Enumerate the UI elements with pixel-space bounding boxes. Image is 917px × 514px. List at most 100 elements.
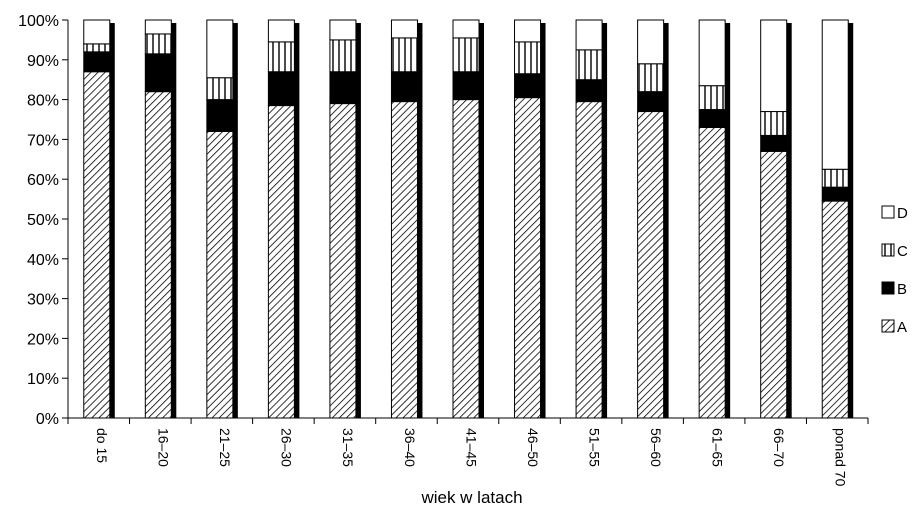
x-tick-label: 66–70 xyxy=(771,428,787,467)
tick-labels: 0% 10% 20% 30% 40% 50% 60% 70% 80% 90% 100% do 15 16… xyxy=(18,13,848,487)
bar-segment-c xyxy=(390,37,418,73)
x-tick-label: 16–20 xyxy=(156,428,172,467)
x-axis-label: wiek w latach xyxy=(420,488,522,507)
y-tick-label: 20% xyxy=(27,331,59,348)
x-tick-label: 36–40 xyxy=(402,428,418,467)
legend-swatch-d xyxy=(881,205,895,219)
bar-segment-b xyxy=(390,71,418,103)
y-tick-label: 90% xyxy=(27,53,59,70)
legend-label-b: B xyxy=(897,281,907,298)
bar-segment-d xyxy=(452,19,480,39)
bar-segment-b xyxy=(821,186,849,202)
bar-segment-d xyxy=(144,19,172,35)
bar-segment-c xyxy=(329,39,357,73)
bar-shadow xyxy=(355,23,361,418)
x-tick-label: 51–55 xyxy=(586,428,602,467)
x-tick-label: 26–30 xyxy=(279,428,295,467)
y-tick-label: 60% xyxy=(27,172,59,189)
bar-segment-b xyxy=(575,79,603,103)
bar-shadow xyxy=(294,23,300,418)
bar-segment-b xyxy=(452,71,480,101)
bar-segment-c xyxy=(821,168,849,188)
bar-segment-c xyxy=(514,41,542,75)
bar-segment-c xyxy=(144,33,172,55)
bar-segment-c xyxy=(267,41,295,73)
bar-segment-a xyxy=(514,97,542,419)
bar-segment-a xyxy=(637,111,665,419)
bar-segment-a xyxy=(83,71,111,419)
y-tick-label: 30% xyxy=(27,292,59,309)
x-tick-label: 41–45 xyxy=(463,428,479,467)
bar-segment-d xyxy=(637,19,665,65)
bar-segment-c xyxy=(575,49,603,81)
bar-segment-a xyxy=(821,200,849,419)
x-tick-label: 46–50 xyxy=(525,428,541,467)
bar-segment-a xyxy=(206,130,234,419)
bar-segment-d xyxy=(83,19,111,45)
bar-shadow xyxy=(848,23,854,418)
bar-shadow xyxy=(725,23,731,418)
bar-shadow xyxy=(171,23,177,418)
bar-segment-b xyxy=(83,51,111,73)
x-tick-label: ponad 70 xyxy=(833,428,849,487)
x-tick-label: 21–25 xyxy=(217,428,233,467)
x-tick-label: do 15 xyxy=(94,428,110,463)
x-tick-label: 56–60 xyxy=(648,428,664,467)
bar-segment-d xyxy=(760,19,788,113)
bar-segment-b xyxy=(267,71,295,107)
bar-segment-d xyxy=(514,19,542,43)
bar-segment-d xyxy=(390,19,418,39)
bar-shadow xyxy=(479,23,484,418)
legend-label-c: C xyxy=(897,243,908,260)
bar-segment-b xyxy=(144,53,172,93)
y-tick-label: 70% xyxy=(27,132,59,149)
bar-segment-a xyxy=(575,101,603,419)
bar-segment-b xyxy=(637,91,665,113)
bar-segment-c xyxy=(452,37,480,73)
bar-segment-d xyxy=(329,19,357,41)
bar-segment-a xyxy=(760,150,788,419)
bar-segment-c xyxy=(83,43,111,53)
bar-segment-b xyxy=(206,99,234,132)
bar-shadow xyxy=(232,23,238,418)
legend-label-a: A xyxy=(897,319,907,336)
y-tick-label: 0% xyxy=(36,411,59,428)
legend-label-d: D xyxy=(897,205,908,222)
bar-segment-a xyxy=(390,101,418,419)
legend-swatch-c xyxy=(881,243,895,257)
x-tick-label: 61–65 xyxy=(709,428,725,467)
legend: D C B A xyxy=(881,205,908,336)
bar-segment-b xyxy=(514,73,542,99)
bar-segment-c xyxy=(698,85,726,111)
bar-segment-a xyxy=(329,103,357,419)
bar-segment-d xyxy=(821,19,849,170)
bar-shadow xyxy=(663,23,669,418)
bar-segment-a xyxy=(267,105,295,419)
bar-segment-d xyxy=(575,19,603,51)
bar-segment-c xyxy=(206,77,234,101)
bar-segment-a xyxy=(452,99,480,419)
bar-segment-c xyxy=(760,111,788,136)
bar-segment-c xyxy=(637,63,665,93)
bar-shadow xyxy=(602,23,608,418)
y-tick-label: 40% xyxy=(27,252,59,269)
bar-segment-a xyxy=(144,91,172,419)
legend-swatch-b xyxy=(881,281,895,295)
bars xyxy=(83,19,854,419)
y-tick-label: 100% xyxy=(18,13,59,30)
bar-segment-b xyxy=(698,109,726,128)
bar-segment-b xyxy=(760,134,788,152)
bar-segment-b xyxy=(329,71,357,105)
y-tick-label: 80% xyxy=(27,93,59,110)
y-tick-label: 10% xyxy=(27,371,59,388)
x-tick-label: 31–35 xyxy=(340,428,356,467)
bar-segment-a xyxy=(698,126,726,419)
bar-shadow xyxy=(786,23,792,418)
bar-shadow xyxy=(540,23,546,418)
legend-swatch-a xyxy=(881,319,895,333)
bar-segment-d xyxy=(206,19,234,79)
y-tick-label: 50% xyxy=(27,212,59,229)
bar-shadow xyxy=(109,23,115,418)
bar-shadow xyxy=(417,23,423,418)
